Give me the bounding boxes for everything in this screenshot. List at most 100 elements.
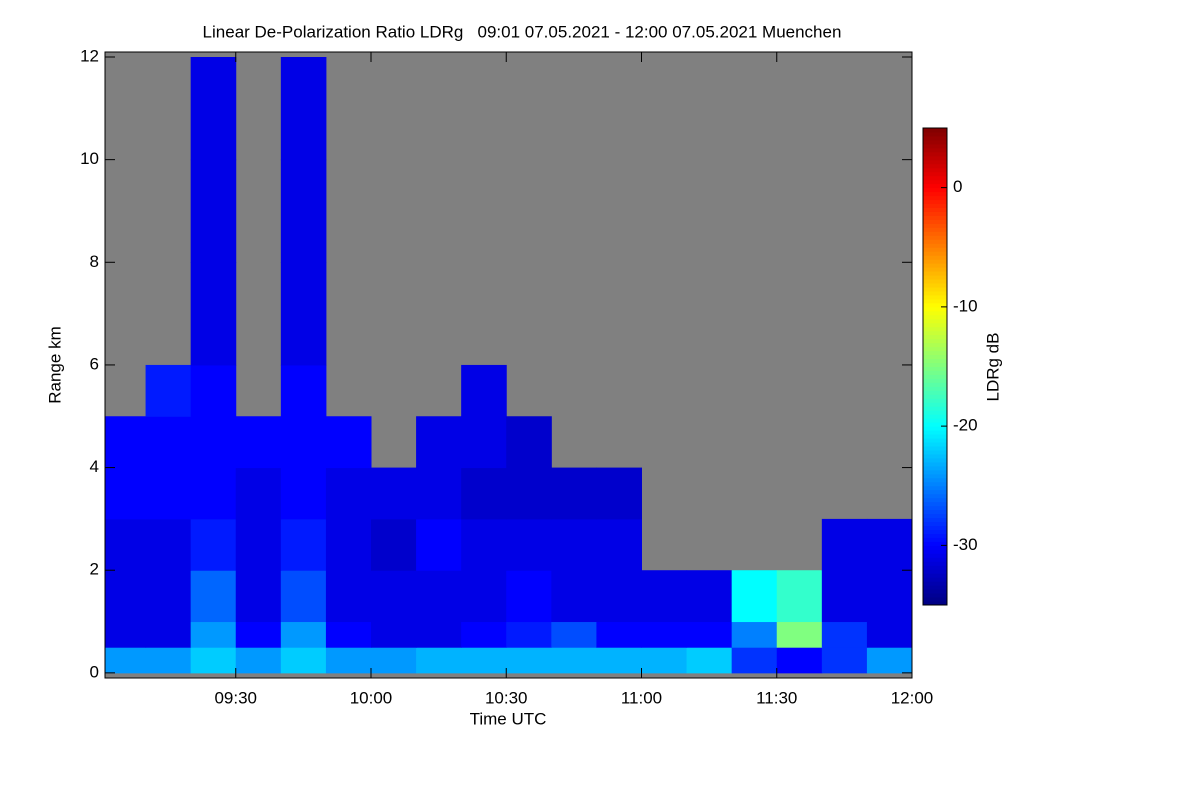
- colorbar-swatch: [923, 418, 947, 423]
- colorbar-swatch: [923, 199, 947, 205]
- colorbar-swatch: [923, 362, 947, 367]
- colorbar-swatch: [923, 147, 947, 153]
- heat-cell: [461, 518, 507, 571]
- heat-cell: [461, 647, 507, 674]
- heat-cell: [145, 416, 192, 469]
- heat-cell: [190, 364, 237, 417]
- colorbar-swatch: [923, 577, 947, 582]
- colorbar-swatch: [923, 326, 947, 332]
- colorbar-swatch: [923, 557, 947, 562]
- colorbar-swatch: [923, 485, 947, 491]
- colorbar-swatch: [923, 187, 947, 193]
- heat-cell: [190, 621, 237, 648]
- heat-cell: [551, 570, 597, 623]
- heat-cell: [280, 416, 327, 469]
- heat-cell: [105, 518, 147, 571]
- heat-cell: [325, 518, 372, 571]
- heat-cell: [325, 647, 372, 674]
- colorbar-swatch: [923, 135, 947, 141]
- colorbar-swatch: [923, 394, 947, 399]
- heat-cell: [190, 57, 237, 161]
- colorbar-swatch: [923, 151, 947, 157]
- heat-cell: [235, 621, 282, 648]
- colorbar-tick-label: 0: [953, 177, 962, 196]
- colorbar-swatch: [923, 489, 947, 495]
- colorbar-tick-label: -20: [953, 416, 978, 435]
- heat-cell: [370, 647, 417, 674]
- colorbar-swatch: [923, 382, 947, 387]
- heat-cell: [686, 621, 733, 648]
- colorbar-swatch: [923, 203, 947, 208]
- heat-cell: [235, 647, 282, 674]
- colorbar-swatch: [923, 589, 947, 594]
- colorbar-swatch: [923, 370, 947, 375]
- colorbar-swatch: [923, 438, 947, 443]
- heat-cell: [461, 364, 507, 417]
- heat-cell: [145, 570, 192, 623]
- heat-cell: [506, 647, 552, 674]
- heat-cell: [370, 570, 417, 623]
- heat-cell: [235, 570, 282, 623]
- colorbar-swatch: [923, 231, 947, 236]
- heat-cell: [145, 364, 192, 417]
- heat-cell: [370, 621, 417, 648]
- heat-cell: [280, 621, 327, 648]
- heat-cell: [105, 621, 147, 648]
- x-tick-label: 11:00: [621, 688, 662, 707]
- x-tick-label: 12:00: [891, 688, 934, 707]
- colorbar-swatch: [923, 398, 947, 403]
- heat-cell: [416, 621, 462, 648]
- colorbar-swatch: [923, 553, 947, 558]
- heat-cell: [461, 467, 507, 520]
- heat-cell: [145, 518, 192, 571]
- heat-cell: [776, 621, 823, 648]
- colorbar-swatch: [923, 497, 947, 503]
- heat-cell: [280, 570, 327, 623]
- heat-cell: [416, 518, 462, 571]
- colorbar-swatch: [923, 298, 947, 304]
- heat-cell: [641, 647, 688, 674]
- colorbar-swatch: [923, 386, 947, 391]
- heat-cell: [551, 518, 597, 571]
- colorbar-swatch: [923, 271, 947, 276]
- y-tick-label: 10: [80, 149, 99, 168]
- x-tick-label: 09:30: [214, 688, 257, 707]
- colorbar-swatch: [923, 525, 947, 530]
- heat-cell: [325, 467, 372, 520]
- colorbar-swatch: [923, 601, 947, 606]
- heat-cell: [866, 647, 913, 674]
- colorbar-swatch: [923, 366, 947, 371]
- colorbar-swatch: [923, 449, 947, 455]
- colorbar-swatch: [923, 585, 947, 590]
- colorbar-swatch: [923, 521, 947, 526]
- heat-cell: [280, 467, 327, 520]
- colorbar-swatch: [923, 414, 947, 419]
- colorbar-swatch: [923, 179, 947, 185]
- colorbar-swatch: [923, 509, 947, 515]
- y-tick-label: 6: [90, 354, 99, 373]
- colorbar-swatch: [923, 322, 947, 328]
- colorbar-swatch: [923, 251, 947, 256]
- heat-cell: [866, 518, 913, 571]
- heat-cell: [325, 570, 372, 623]
- colorbar-swatch: [923, 402, 947, 407]
- heat-cell: [190, 467, 237, 520]
- x-tick-label: 11:30: [756, 688, 797, 707]
- heat-cell: [821, 621, 868, 648]
- colorbar-swatch: [923, 505, 947, 511]
- colorbar-swatch: [923, 374, 947, 379]
- colorbar-swatch: [923, 481, 947, 487]
- chart-title: Linear De-Polarization Ratio LDRg 09:01 …: [203, 22, 842, 41]
- colorbar-swatch: [923, 469, 947, 475]
- heat-cell: [105, 416, 147, 469]
- heat-cell: [105, 647, 147, 674]
- colorbar-swatch: [923, 390, 947, 395]
- heat-cell: [416, 647, 462, 674]
- colorbar-swatch: [923, 259, 947, 264]
- colorbar-swatch: [923, 406, 947, 411]
- colorbar-swatch: [923, 159, 947, 165]
- colorbar-swatch: [923, 354, 947, 360]
- heat-cell: [280, 518, 327, 571]
- colorbar-swatch: [923, 255, 947, 260]
- heat-cell: [596, 467, 642, 520]
